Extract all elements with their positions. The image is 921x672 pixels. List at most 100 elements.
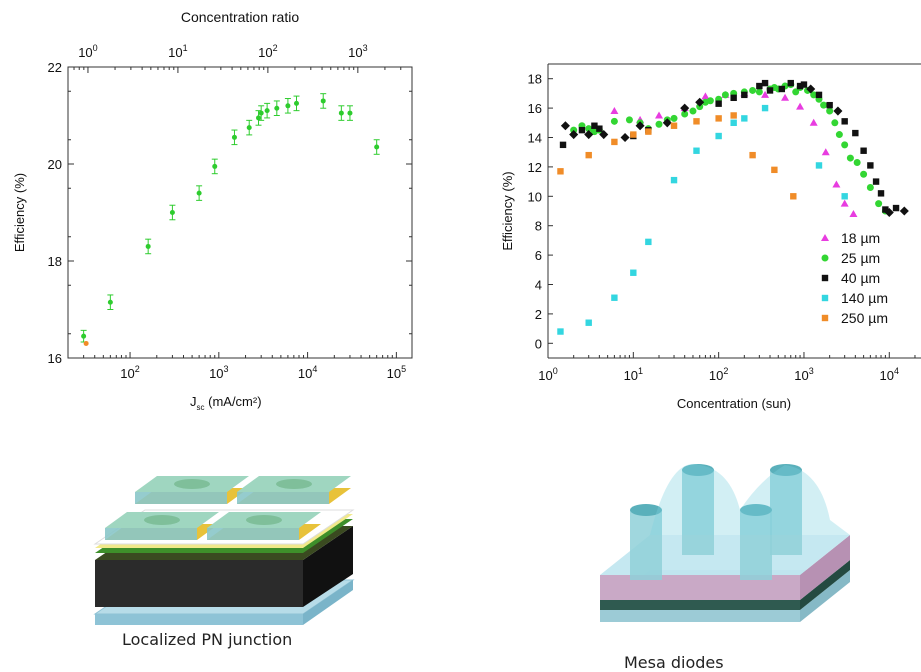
data-point [285, 103, 291, 109]
data-point [867, 162, 874, 169]
data-point [730, 112, 737, 119]
data-point [841, 118, 848, 125]
x-tick-label: 100 [538, 366, 557, 383]
data-point [680, 103, 690, 113]
y-tick-label: 18 [48, 254, 62, 269]
data-point [611, 138, 618, 146]
data-point [670, 176, 678, 184]
data-point [645, 238, 652, 246]
data-point [832, 180, 841, 188]
data-point [258, 110, 264, 116]
legend-marker [821, 314, 829, 322]
y-tick-label: 6 [535, 248, 542, 263]
y-tick-label: 2 [535, 307, 542, 322]
data-point [635, 121, 645, 131]
data-point [796, 102, 805, 110]
y-tick-label: 20 [48, 157, 62, 172]
x-tick-label: 101 [624, 366, 643, 383]
data-point [809, 118, 818, 126]
data-point [655, 111, 664, 119]
data-point [826, 101, 833, 109]
x-axis-label: Jsc (mA/cm²) [190, 394, 262, 412]
data-point [866, 183, 874, 191]
legend-label: 140 µm [841, 290, 888, 306]
data-point [578, 126, 586, 134]
localized-pn-junction-illustration [93, 476, 355, 625]
y-tick-label: 16 [48, 351, 62, 366]
data-point [620, 132, 630, 143]
data-point [761, 90, 770, 98]
chart-efficiency-vs-concentration: 100 101 102 103 104 0 2 4 6 8 10 12 14 16 18 Concentrat… [500, 63, 921, 411]
data-point [611, 294, 618, 301]
caption-localized-pn-junction: Localized PN junction [122, 630, 293, 649]
legend-label: 40 µm [841, 270, 880, 286]
data-point [585, 151, 592, 159]
data-point [792, 88, 800, 96]
y-tick-label: 0 [535, 336, 542, 351]
data-point [610, 117, 618, 125]
caption-mesa-diodes: Mesa diodes [624, 653, 724, 672]
data-point [831, 119, 839, 127]
y-tick-label: 18 [528, 72, 542, 87]
junction-pads [105, 476, 351, 540]
data-point [374, 144, 380, 150]
legend-marker [821, 274, 829, 282]
data-point [670, 114, 678, 122]
legend-label: 250 µm [841, 310, 888, 326]
plot-frame [67, 66, 413, 359]
data-point [730, 94, 737, 102]
top-tick-label: 102 [258, 43, 277, 60]
data-point [610, 107, 619, 115]
x-tick-label: 102 [709, 366, 728, 383]
data-point [826, 107, 834, 115]
data-point [231, 134, 237, 140]
x-tick-label: 102 [120, 364, 139, 381]
data-point [294, 100, 300, 106]
data-point [872, 178, 880, 185]
data-point [347, 110, 353, 116]
data-point [860, 147, 867, 154]
data-point [585, 319, 592, 326]
data-point [264, 108, 270, 114]
data-point [274, 105, 280, 111]
data-point [715, 132, 722, 140]
legend-marker [821, 254, 829, 262]
data-point [693, 147, 700, 154]
top-tick-label: 100 [78, 43, 97, 60]
data-point [755, 88, 763, 96]
data-point [841, 141, 849, 149]
data-point [559, 141, 567, 149]
data-point [815, 91, 823, 99]
x-tick-label: 103 [794, 366, 813, 383]
legend-marker [821, 234, 829, 241]
data-point [246, 125, 252, 131]
data-point [840, 199, 849, 207]
data-point [875, 200, 883, 208]
data-point [557, 328, 564, 335]
data-point [884, 207, 894, 217]
data-point [749, 151, 756, 159]
data-point [715, 115, 722, 122]
data-point [853, 158, 861, 166]
data-point [781, 93, 790, 101]
y-axis-label: Efficiency (%) [12, 173, 27, 252]
top-tick-label: 103 [348, 43, 367, 60]
y-tick-label: 16 [528, 101, 542, 116]
data-point [761, 79, 769, 87]
y-tick-label: 10 [528, 189, 542, 204]
data-point [756, 82, 763, 90]
data-point [681, 110, 689, 118]
data-point [320, 98, 326, 104]
data-point [596, 125, 603, 132]
data-point [655, 120, 663, 128]
data-point [670, 122, 678, 129]
data-point [877, 190, 885, 197]
y-tick-label: 8 [535, 219, 542, 234]
data-point [790, 193, 797, 200]
data-point [821, 148, 830, 156]
x-axis-label: Concentration (sun) [677, 396, 791, 411]
data-point [584, 130, 594, 140]
data-point [749, 86, 757, 94]
legend-label: 25 µm [841, 250, 880, 266]
data-point [835, 131, 843, 139]
